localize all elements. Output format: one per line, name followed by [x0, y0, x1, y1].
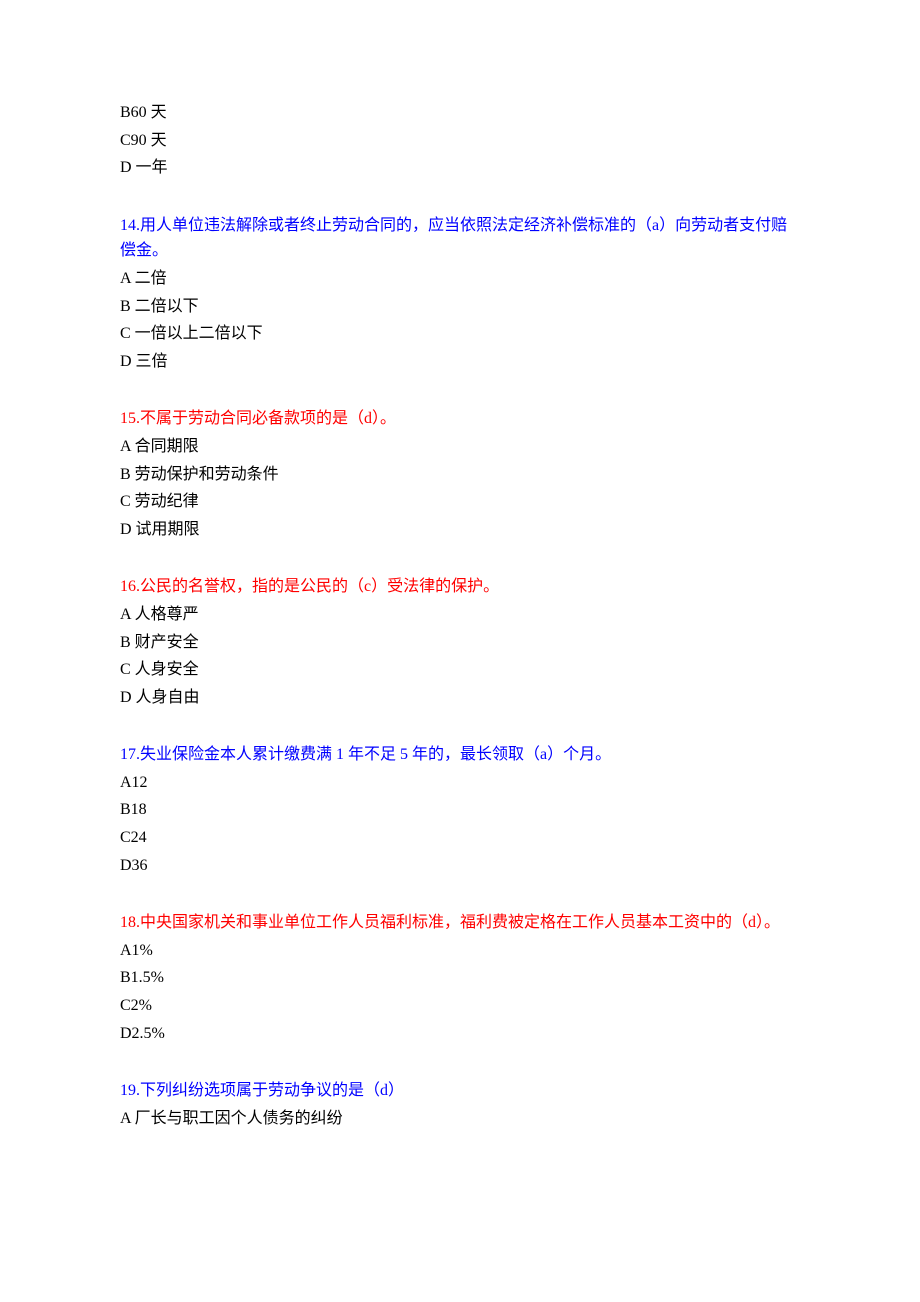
question-14: 14.用人单位违法解除或者终止劳动合同的，应当依照法定经济补偿标准的（a）向劳动… — [120, 213, 800, 375]
question-text: 17.失业保险金本人累计缴费满 1 年不足 5 年的，最长领取（a）个月。 — [120, 742, 800, 768]
option: C24 — [120, 825, 800, 851]
option: A12 — [120, 770, 800, 796]
option: C90 天 — [120, 128, 800, 154]
option: C 劳动纪律 — [120, 489, 800, 515]
question-17: 17.失业保险金本人累计缴费满 1 年不足 5 年的，最长领取（a）个月。 A1… — [120, 742, 800, 878]
question-text: 14.用人单位违法解除或者终止劳动合同的，应当依照法定经济补偿标准的（a）向劳动… — [120, 213, 800, 264]
option: A 人格尊严 — [120, 602, 800, 628]
option: A1% — [120, 938, 800, 964]
option: C2% — [120, 993, 800, 1019]
question-19: 19.下列纠纷选项属于劳动争议的是（d） A 厂长与职工因个人债务的纠纷 — [120, 1078, 800, 1131]
option: B 劳动保护和劳动条件 — [120, 462, 800, 488]
option: A 厂长与职工因个人债务的纠纷 — [120, 1106, 800, 1132]
question-text: 19.下列纠纷选项属于劳动争议的是（d） — [120, 1078, 800, 1104]
option: B1.5% — [120, 965, 800, 991]
question-16: 16.公民的名誉权，指的是公民的（c）受法律的保护。 A 人格尊严 B 财产安全… — [120, 574, 800, 710]
option: B60 天 — [120, 100, 800, 126]
question-text: 18.中央国家机关和事业单位工作人员福利标准，福利费被定格在工作人员基本工资中的… — [120, 910, 800, 936]
option: D 试用期限 — [120, 517, 800, 543]
option: A 合同期限 — [120, 434, 800, 460]
option: C 一倍以上二倍以下 — [120, 321, 800, 347]
question-text: 16.公民的名誉权，指的是公民的（c）受法律的保护。 — [120, 574, 800, 600]
option: C 人身安全 — [120, 657, 800, 683]
option: B18 — [120, 797, 800, 823]
question-13-partial: B60 天 C90 天 D 一年 — [120, 100, 800, 181]
question-18: 18.中央国家机关和事业单位工作人员福利标准，福利费被定格在工作人员基本工资中的… — [120, 910, 800, 1046]
question-15: 15.不属于劳动合同必备款项的是（d）。 A 合同期限 B 劳动保护和劳动条件 … — [120, 406, 800, 542]
question-text: 15.不属于劳动合同必备款项的是（d）。 — [120, 406, 800, 432]
option: D 三倍 — [120, 349, 800, 375]
option: D2.5% — [120, 1021, 800, 1047]
option: B 财产安全 — [120, 630, 800, 656]
option: B 二倍以下 — [120, 294, 800, 320]
option: A 二倍 — [120, 266, 800, 292]
option: D36 — [120, 853, 800, 879]
option: D 人身自由 — [120, 685, 800, 711]
option: D 一年 — [120, 155, 800, 181]
